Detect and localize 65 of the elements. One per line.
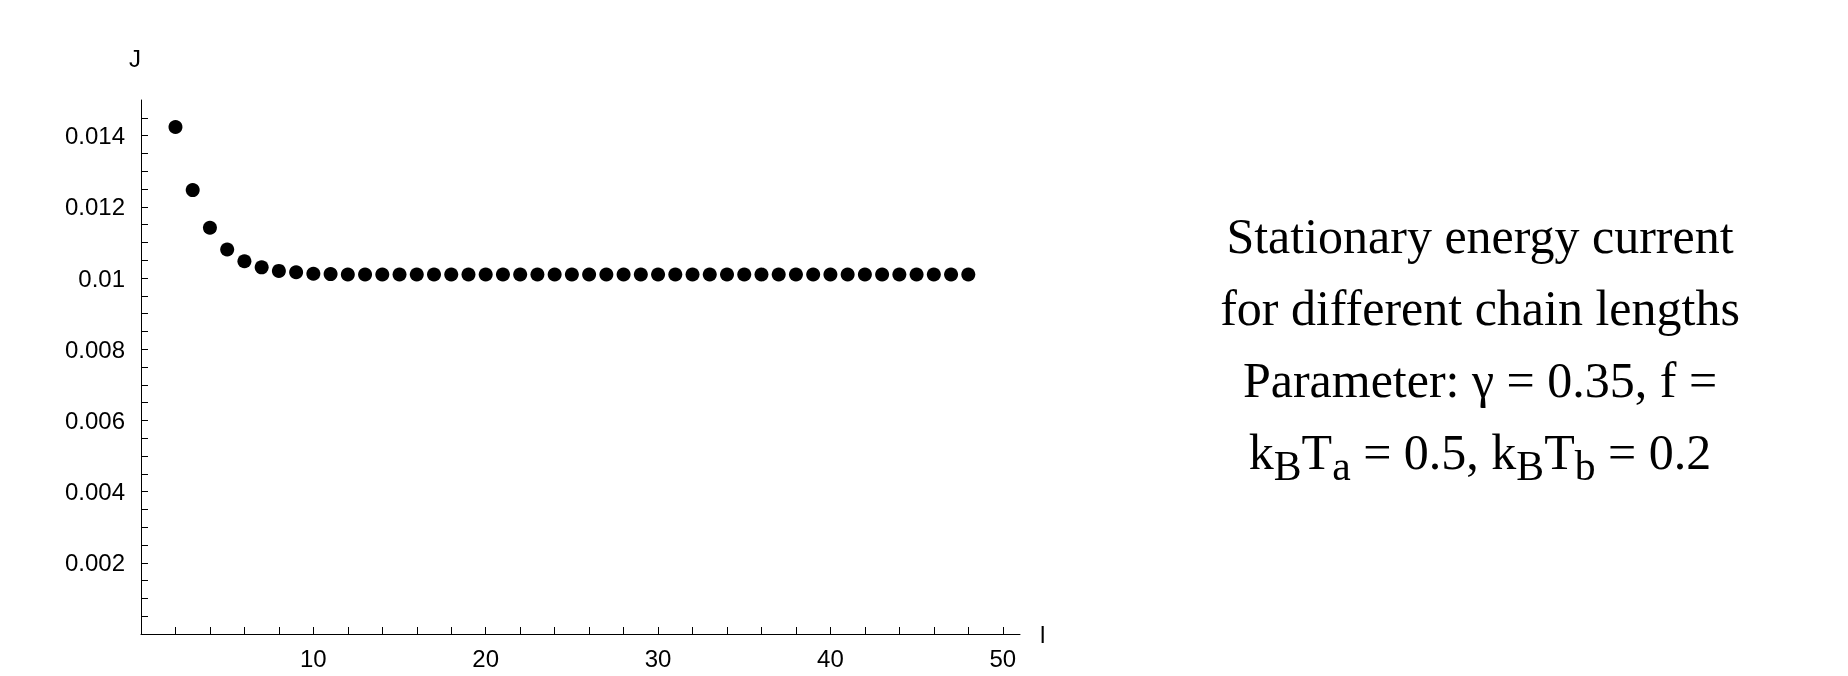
text: Parameter: γ = 0.35, f = <box>1241 351 1719 410</box>
point <box>289 265 304 280</box>
x-tick-label: 30 <box>644 644 672 672</box>
point <box>392 267 407 282</box>
text: for different chain lengths <box>1219 279 1741 338</box>
y-tick-label: 0.012 <box>64 193 125 221</box>
point <box>185 183 200 198</box>
x-tick-label: 10 <box>300 644 327 672</box>
point <box>806 267 821 282</box>
point <box>599 267 614 282</box>
point <box>306 266 321 281</box>
point <box>202 220 217 235</box>
point <box>323 267 338 282</box>
point <box>220 242 235 257</box>
y-axis-title: J <box>129 44 141 72</box>
point <box>513 267 528 282</box>
text: k$_{B}$T$_{a}$ = 0.5, k$_{B}$T$_{b}$ = 0.2 <box>1248 424 1712 489</box>
point <box>944 267 959 282</box>
point <box>271 263 286 278</box>
point <box>668 267 683 282</box>
point <box>720 267 734 282</box>
point <box>547 267 562 282</box>
point <box>340 267 355 282</box>
point <box>168 120 183 135</box>
point <box>375 267 390 282</box>
point <box>633 267 648 282</box>
point <box>564 267 579 282</box>
point <box>788 267 803 282</box>
point <box>478 267 493 282</box>
point <box>892 267 907 282</box>
point <box>495 267 510 282</box>
point <box>651 267 666 282</box>
point <box>444 267 459 282</box>
x-axis-title: l <box>1040 620 1046 648</box>
point <box>737 267 752 282</box>
point <box>358 267 373 282</box>
y-tick-label: 0.002 <box>64 549 125 577</box>
point <box>685 267 700 282</box>
x-tick-label: 20 <box>472 644 500 672</box>
point <box>754 267 769 282</box>
point <box>616 267 631 282</box>
point <box>909 267 924 282</box>
point <box>702 267 717 282</box>
point <box>254 260 269 275</box>
x-tick-label: 50 <box>989 644 1017 672</box>
point <box>409 267 424 282</box>
point <box>840 267 855 282</box>
point <box>823 267 838 282</box>
point <box>875 267 890 282</box>
y-tick-label: 0.008 <box>64 335 125 363</box>
point <box>427 267 441 282</box>
point <box>961 267 976 282</box>
point <box>461 267 476 282</box>
y-tick-label: 0.01 <box>78 264 125 292</box>
y-tick-label: 0.014 <box>64 122 125 150</box>
point <box>582 267 597 282</box>
y-tick-label: 0.004 <box>64 478 125 506</box>
point <box>771 267 786 282</box>
point <box>926 267 941 282</box>
x-tick-label: 40 <box>817 644 844 672</box>
point <box>530 267 545 282</box>
point <box>857 267 872 282</box>
text: Stationary energy current <box>1225 207 1735 266</box>
y-tick-label: 0.006 <box>64 406 125 434</box>
point <box>237 254 252 269</box>
